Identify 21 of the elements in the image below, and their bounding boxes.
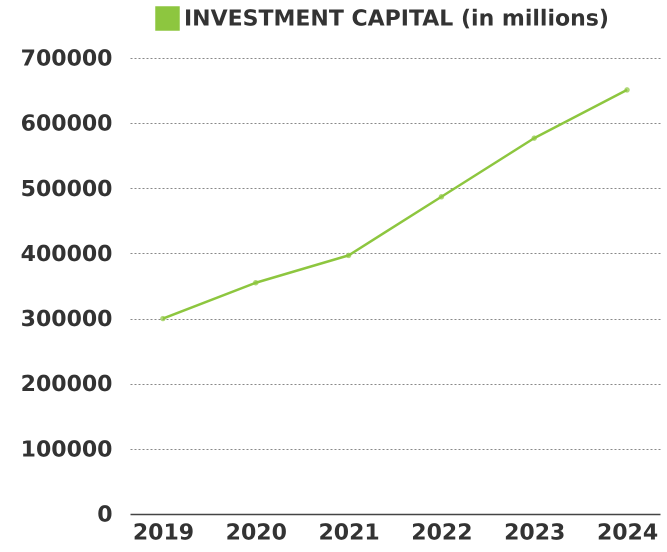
y-tick-label: 600000 bbox=[20, 112, 112, 137]
y-tick-label: 300000 bbox=[20, 307, 112, 332]
x-tick-label: 2023 bbox=[504, 520, 566, 546]
y-tick-label: 0 bbox=[97, 502, 112, 528]
y-tick-label: 100000 bbox=[20, 437, 112, 462]
x-tick-label: 2024 bbox=[596, 520, 658, 546]
x-tick-label: 2019 bbox=[132, 520, 194, 546]
y-tick-label: 500000 bbox=[20, 176, 112, 202]
point bbox=[253, 280, 259, 286]
x-tick-label: 2022 bbox=[411, 520, 473, 546]
point bbox=[438, 194, 444, 200]
point bbox=[160, 316, 166, 322]
point bbox=[624, 87, 630, 93]
x-tick-label: 2021 bbox=[318, 520, 380, 546]
y-tick-label: 200000 bbox=[20, 372, 112, 398]
point bbox=[346, 252, 352, 258]
x-tick-label: 2020 bbox=[226, 520, 287, 546]
legend-label: INVESTMENT CAPITAL (in millions) bbox=[184, 6, 609, 32]
point bbox=[531, 135, 537, 141]
y-tick-label: 700000 bbox=[20, 46, 112, 72]
y-tick-label: 400000 bbox=[20, 242, 112, 267]
